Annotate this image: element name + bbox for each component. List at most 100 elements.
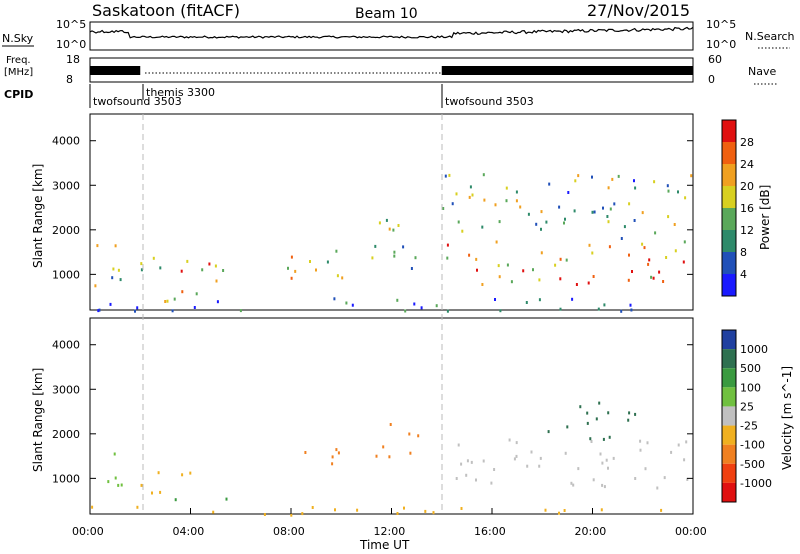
scatter-cell bbox=[498, 220, 501, 224]
colorbar-tick: 4 bbox=[740, 268, 747, 281]
scatter-cell bbox=[643, 246, 646, 250]
freq-block-2 bbox=[441, 66, 693, 75]
colorbar-tick: 500 bbox=[740, 362, 761, 375]
scatter-cell bbox=[140, 268, 143, 272]
scatter-cell bbox=[586, 411, 589, 415]
scatter-cell bbox=[410, 267, 413, 270]
scatter-cell bbox=[159, 266, 162, 270]
scatter-cell bbox=[471, 193, 474, 197]
colorbar-swatch bbox=[722, 142, 736, 164]
scatter-cell bbox=[607, 220, 610, 224]
scatter-cell bbox=[627, 278, 630, 282]
scatter-cell bbox=[336, 274, 339, 278]
scatter-cell bbox=[587, 281, 590, 285]
scatter-cell bbox=[461, 229, 464, 233]
scatter-cell bbox=[628, 202, 631, 206]
scatter-cell bbox=[527, 212, 530, 216]
scatter-cell bbox=[446, 309, 449, 313]
scatter-cell bbox=[505, 186, 508, 190]
scatter-cell bbox=[538, 298, 541, 302]
scatter-cell bbox=[331, 455, 334, 459]
scatter-cell bbox=[595, 417, 598, 421]
scatter-cell bbox=[601, 483, 604, 487]
colorbar-swatch bbox=[722, 230, 736, 252]
scatter-cell bbox=[572, 483, 575, 487]
colorbar-frame bbox=[721, 329, 737, 503]
scatter-cell bbox=[403, 506, 405, 510]
scatter-cell bbox=[263, 513, 266, 516]
ytick-label: 1000 bbox=[52, 268, 80, 281]
scatter-cell bbox=[559, 277, 562, 281]
scatter-cell bbox=[481, 225, 484, 229]
scatter-cell bbox=[607, 186, 610, 190]
nsearch-label: N.Search bbox=[745, 30, 795, 43]
scatter-cell bbox=[414, 256, 417, 260]
scatter-cell bbox=[96, 244, 99, 248]
scatter-cell bbox=[525, 301, 528, 304]
scatter-cell bbox=[660, 508, 663, 512]
scatter-cell bbox=[337, 451, 340, 455]
scatter-cell bbox=[670, 450, 673, 454]
xtick-label: 16:00 bbox=[474, 525, 506, 538]
scatter-cell bbox=[114, 244, 117, 248]
scatter-cell bbox=[574, 179, 577, 183]
scatter-cell bbox=[136, 505, 139, 509]
scatter-cell bbox=[505, 199, 508, 203]
velocity-colorbar-label: Velocity [m s^-1] bbox=[780, 366, 794, 470]
scatter-cell bbox=[482, 459, 485, 463]
scatter-cell bbox=[345, 301, 348, 305]
scatter-cell bbox=[540, 227, 542, 231]
scatter-cell bbox=[181, 473, 184, 477]
scatter-cell bbox=[592, 478, 595, 482]
scatter-cell bbox=[222, 269, 225, 272]
scatter-cell bbox=[559, 307, 562, 311]
cpid-strip: CPID twofsound 3503 themis 3300 twofsoun… bbox=[4, 84, 534, 108]
scatter-cell bbox=[468, 253, 471, 257]
scatter-cell bbox=[91, 505, 94, 509]
radar-title: Saskatoon (fitACF) bbox=[92, 1, 240, 20]
scatter-cell bbox=[603, 303, 606, 307]
scatter-cell bbox=[579, 405, 582, 409]
scatter-cell bbox=[388, 227, 391, 231]
scatter-cell bbox=[522, 269, 525, 273]
scatter-cell bbox=[554, 263, 557, 267]
scatter-cell bbox=[107, 480, 110, 484]
scatter-cell bbox=[335, 448, 338, 452]
scatter-cell bbox=[408, 432, 411, 436]
colorbar-tick: -500 bbox=[740, 458, 765, 471]
scatter-cell bbox=[598, 401, 601, 405]
nsearch-tick-top: 10^5 bbox=[706, 18, 736, 31]
scatter-cell bbox=[112, 267, 115, 271]
nsky-label: N.Sky bbox=[2, 32, 34, 45]
scatter-cell bbox=[117, 483, 120, 487]
nsearch-tick-bottom: 10^0 bbox=[706, 38, 736, 51]
scatter-cell bbox=[239, 309, 242, 313]
xtick-label: 04:00 bbox=[173, 525, 205, 538]
colorbar-swatch bbox=[722, 164, 736, 186]
scatter-cell bbox=[157, 471, 160, 475]
scatter-cell bbox=[444, 174, 447, 178]
scatter-cell bbox=[180, 269, 183, 273]
velocity-xticks: 00:00 04:00 08:00 12:00 16:00 20:00 00:00 bbox=[72, 508, 707, 538]
scatter-cell bbox=[628, 411, 631, 415]
scatter-cell bbox=[493, 468, 496, 471]
scatter-cell bbox=[620, 237, 623, 240]
scatter-cell bbox=[171, 309, 174, 313]
scatter-cell bbox=[164, 300, 167, 303]
scatter-cell bbox=[545, 220, 548, 224]
colorbar-swatch bbox=[722, 444, 736, 464]
cpid-segment-3: twofsound 3503 bbox=[445, 95, 534, 108]
scatter-cell bbox=[212, 510, 215, 514]
scatter-cell bbox=[634, 186, 637, 190]
velocity-colorbar: 1000 500 100 25 -25 -100 -500 -1000 bbox=[721, 329, 772, 503]
scatter-cell bbox=[435, 304, 438, 308]
scatter-cell bbox=[393, 254, 396, 258]
colorbar-swatch bbox=[722, 482, 736, 502]
scatter-cell bbox=[508, 438, 511, 442]
scatter-cell bbox=[646, 441, 649, 445]
scatter-cell bbox=[98, 308, 101, 312]
scatter-cell bbox=[530, 450, 533, 454]
scatter-cell bbox=[510, 280, 513, 284]
scatter-cell bbox=[304, 451, 307, 454]
scatter-cell bbox=[208, 262, 211, 266]
